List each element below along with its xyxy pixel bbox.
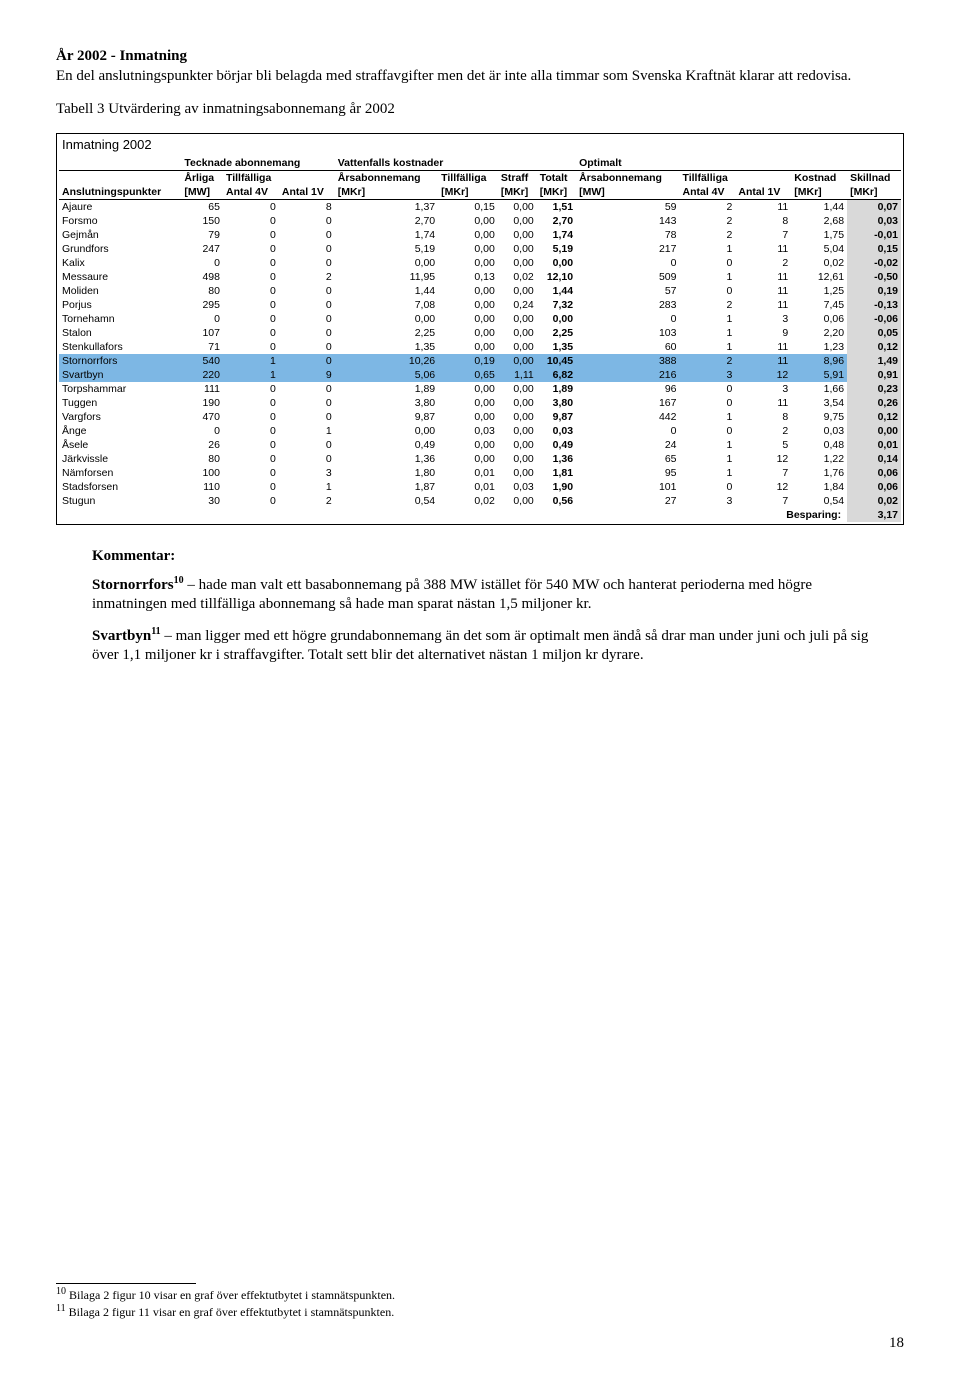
table-row: Stenkullafors71001,350,000,001,35601111,… xyxy=(59,340,901,354)
table-row: Moliden80001,440,000,001,44570111,250,19 xyxy=(59,284,901,298)
table-row: Grundfors247005,190,000,005,192171115,04… xyxy=(59,242,901,256)
table-row: Stornorrfors5401010,260,190,0010,4538821… xyxy=(59,354,901,368)
table-row: Tornehamn0000,000,000,000,000130,06-0,06 xyxy=(59,312,901,326)
table-row: Forsmo150002,700,000,002,70143282,680,03 xyxy=(59,214,901,228)
table-caption: Tabell 3 Utvärdering av inmatningsabonne… xyxy=(56,100,904,119)
table-row: Järkvissle80001,360,000,001,36651121,220… xyxy=(59,452,901,466)
footnotes: 10 Bilaga 2 figur 10 visar en graf över … xyxy=(56,1283,904,1320)
commentary-p1: Stornorrfors10 – hade man valt ett basab… xyxy=(92,575,880,614)
table-title: Inmatning 2002 xyxy=(59,136,901,156)
table-row: Messaure4980211,950,130,0212,1050911112,… xyxy=(59,270,901,284)
table-row: Stugun30020,540,020,000,5627370,540,02 xyxy=(59,494,901,508)
table-row: Torpshammar111001,890,000,001,8996031,66… xyxy=(59,382,901,396)
footnote-ref-11: 11 xyxy=(151,626,160,637)
footnote-10: 10 Bilaga 2 figur 10 visar en graf över … xyxy=(56,1286,904,1303)
table-row: Åsele26000,490,000,000,4924150,480,01 xyxy=(59,438,901,452)
footnote-rule xyxy=(56,1283,196,1284)
data-table: Inmatning 2002Tecknade abonnemangVattenf… xyxy=(59,136,901,522)
commentary-block: Kommentar: Stornorrfors10 – hade man val… xyxy=(92,547,880,665)
commentary-heading: Kommentar: xyxy=(92,547,880,566)
table-row: Tuggen190003,800,000,003,801670113,540,2… xyxy=(59,396,901,410)
table-row: Stadsforsen110011,870,010,031,901010121,… xyxy=(59,480,901,494)
intro-paragraph: En del anslutningspunkter börjar bli bel… xyxy=(56,67,904,86)
table-row: Ajaure65081,370,150,001,51592111,440,07 xyxy=(59,199,901,214)
table-row: Svartbyn220195,060,651,116,822163125,910… xyxy=(59,368,901,382)
table-row: Gejmån79001,740,000,001,7478271,75-0,01 xyxy=(59,228,901,242)
commentary-text-1: – hade man valt ett basabonnemang på 388… xyxy=(92,577,812,612)
commentary-term-1: Stornorrfors xyxy=(92,577,174,593)
section-heading: År 2002 - Inmatning xyxy=(56,48,904,65)
table-row: Kalix0000,000,000,000,000020,02-0,02 xyxy=(59,256,901,270)
commentary-term-2: Svartbyn xyxy=(92,628,151,644)
page-number: 18 xyxy=(889,1335,904,1352)
commentary-text-2: – man ligger med ett högre grundabonnema… xyxy=(92,628,868,663)
footnote-ref-10: 10 xyxy=(174,575,184,586)
table-row: Ånge0010,000,030,000,030020,030,00 xyxy=(59,424,901,438)
table-row: Vargfors470009,870,000,009,87442189,750,… xyxy=(59,410,901,424)
table-row: Stalon107002,250,000,002,25103192,200,05 xyxy=(59,326,901,340)
commentary-p2: Svartbyn11 – man ligger med ett högre gr… xyxy=(92,626,880,665)
footnote-11: 11 Bilaga 2 figur 11 visar en graf över … xyxy=(56,1303,904,1320)
data-table-container: Inmatning 2002Tecknade abonnemangVattenf… xyxy=(56,133,904,525)
table-row: Nämforsen100031,800,010,001,8195171,760,… xyxy=(59,466,901,480)
table-row: Porjus295007,080,000,247,322832117,45-0,… xyxy=(59,298,901,312)
